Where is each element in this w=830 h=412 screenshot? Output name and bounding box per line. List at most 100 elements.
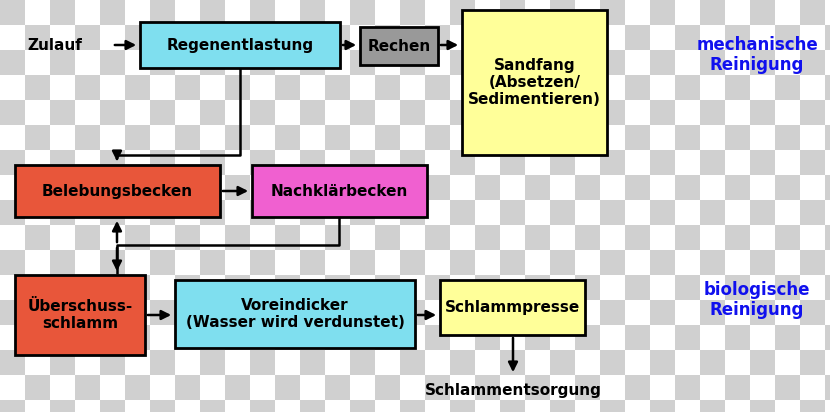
Bar [50,400,75,412]
Bar [600,325,625,350]
Bar [75,400,100,412]
Bar [450,250,475,275]
Bar [450,100,475,125]
Bar [150,175,175,200]
Bar [275,75,300,100]
Bar [650,200,675,225]
Bar [125,375,150,400]
Bar [750,250,775,275]
Bar [500,325,525,350]
Bar [375,275,400,300]
Bar [100,75,125,100]
Bar [325,275,350,300]
Bar [250,150,275,175]
Bar [400,225,425,250]
Bar [250,350,275,375]
Bar [750,75,775,100]
Bar [375,375,400,400]
Bar [350,100,375,125]
Bar [675,50,700,75]
Bar [100,375,125,400]
Bar [450,325,475,350]
Bar [325,300,350,325]
Bar [825,50,830,75]
Bar [650,175,675,200]
Bar [675,400,700,412]
Bar [375,150,400,175]
Bar [300,375,325,400]
Bar [200,350,225,375]
Bar [350,225,375,250]
Bar [525,25,550,50]
Bar [300,125,325,150]
Bar [100,200,125,225]
Bar [825,375,830,400]
Bar [200,100,225,125]
Bar [400,125,425,150]
Bar [0,0,25,25]
Bar [575,50,600,75]
Bar [775,250,800,275]
Bar [550,175,575,200]
Bar [75,50,100,75]
Bar [725,100,750,125]
Bar [225,375,250,400]
Bar [775,200,800,225]
Bar [300,350,325,375]
Bar [425,175,450,200]
Bar [225,100,250,125]
Bar [225,150,250,175]
Bar [775,125,800,150]
Bar [525,300,550,325]
Bar [725,250,750,275]
Bar [325,50,350,75]
Bar [650,350,675,375]
Bar [400,300,425,325]
Bar [25,350,50,375]
Bar [525,50,550,75]
Text: Sandfang
(Absetzen/
Sedimentieren): Sandfang (Absetzen/ Sedimentieren) [468,58,601,108]
Bar [825,25,830,50]
Bar [175,200,200,225]
Bar [425,375,450,400]
Bar [275,200,300,225]
Bar [550,225,575,250]
Bar [625,100,650,125]
Bar [450,350,475,375]
Bar [550,0,575,25]
Bar [500,0,525,25]
Bar [225,400,250,412]
Bar [800,50,825,75]
Bar [300,50,325,75]
Bar [125,125,150,150]
Bar [0,300,25,325]
Bar [300,250,325,275]
Bar [675,350,700,375]
Bar [500,175,525,200]
Bar [50,125,75,150]
Bar [575,175,600,200]
Bar [700,375,725,400]
Bar [75,225,100,250]
Bar [125,175,150,200]
Bar [175,375,200,400]
Bar [225,0,250,25]
Bar [350,0,375,25]
Bar [300,200,325,225]
Bar [475,50,500,75]
Bar [700,75,725,100]
Bar [750,375,775,400]
Bar [225,75,250,100]
Bar [675,275,700,300]
Bar [425,25,450,50]
Bar [700,275,725,300]
Bar [600,375,625,400]
Bar [550,150,575,175]
Bar [600,100,625,125]
Bar [550,300,575,325]
Bar [250,75,275,100]
Bar [125,250,150,275]
Bar [825,175,830,200]
Bar [725,200,750,225]
Bar [250,400,275,412]
